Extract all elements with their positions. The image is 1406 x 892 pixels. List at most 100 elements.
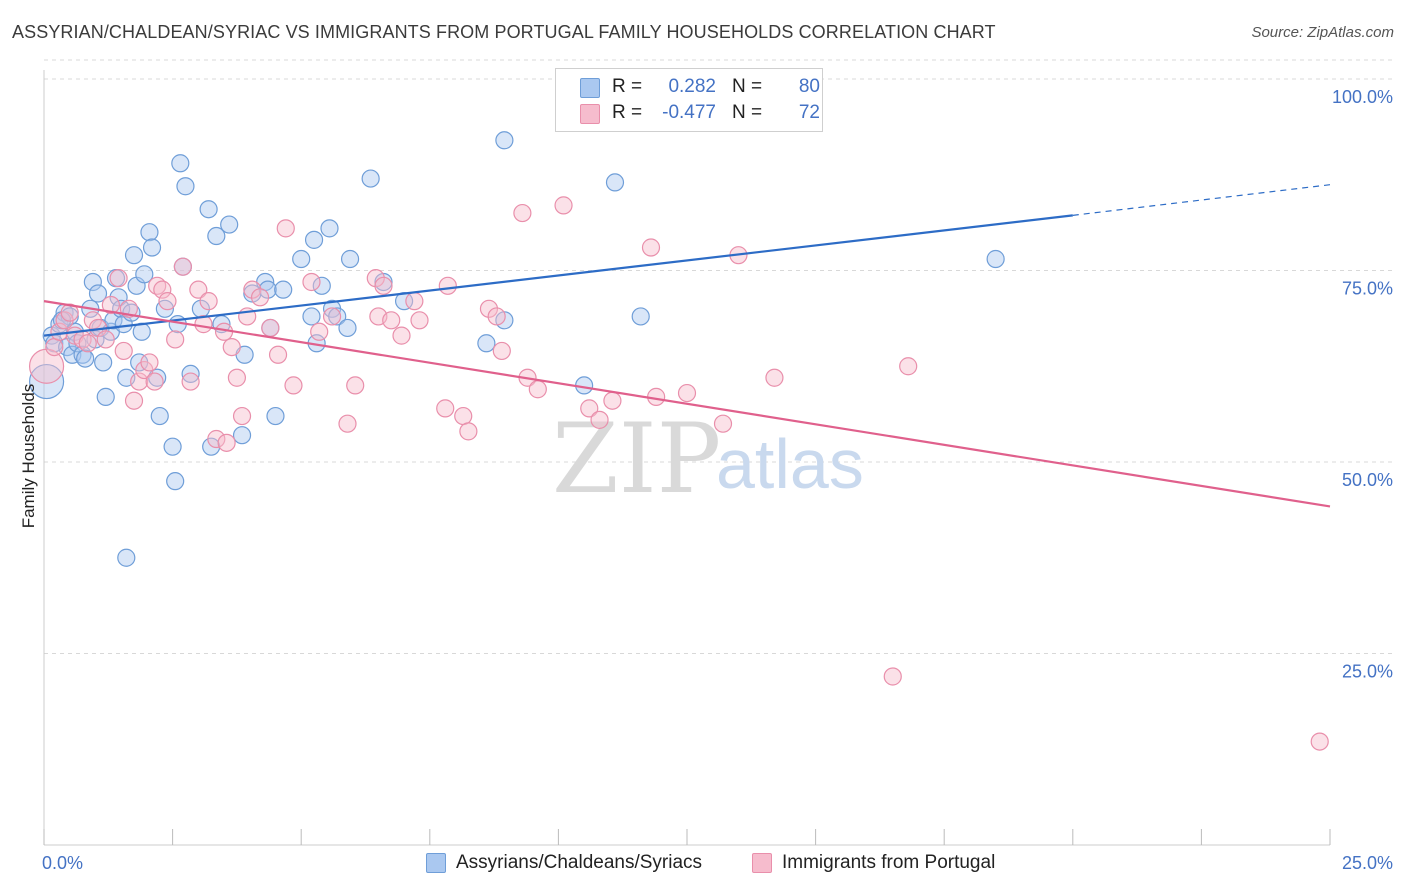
bottom-legend-label: Immigrants from Portugal bbox=[782, 852, 996, 873]
pink-point bbox=[114, 341, 133, 361]
pink-point bbox=[145, 372, 164, 391]
pink-point bbox=[580, 399, 599, 418]
pink-point bbox=[366, 269, 385, 288]
blue-point bbox=[220, 215, 239, 234]
watermark-zip: ZIP bbox=[552, 403, 721, 515]
y-tick-labels: 25.0% 50.0% 75.0% 100.0% bbox=[1332, 87, 1393, 682]
blue-point bbox=[338, 318, 357, 338]
pink-point bbox=[410, 311, 429, 330]
pink-point bbox=[603, 391, 622, 410]
pink-point bbox=[243, 280, 262, 299]
pink-point bbox=[302, 272, 321, 292]
blue-point bbox=[312, 276, 331, 295]
legend-r-value: 0.282 bbox=[668, 76, 716, 97]
legend-swatch-blue bbox=[580, 78, 600, 98]
pink-point bbox=[590, 410, 609, 429]
pink-point bbox=[140, 353, 159, 372]
pink-point bbox=[227, 368, 246, 387]
pink-point bbox=[554, 196, 573, 215]
trend-line-assyrians-extension bbox=[1072, 184, 1331, 216]
blue-point bbox=[361, 169, 380, 188]
bottom-legend-swatch-pink bbox=[752, 853, 772, 873]
pink-point bbox=[405, 292, 424, 311]
blue-point bbox=[266, 406, 285, 426]
pink-point bbox=[382, 311, 401, 330]
legend-n-label: N = bbox=[732, 76, 763, 97]
pink-point bbox=[322, 307, 342, 326]
legend-n-label: N = bbox=[732, 102, 763, 123]
blue-point bbox=[166, 472, 185, 491]
pink-point bbox=[1310, 732, 1329, 751]
trend-lines bbox=[43, 184, 1331, 508]
blue-point bbox=[605, 173, 625, 192]
blue-point bbox=[320, 219, 339, 238]
blue-point bbox=[140, 223, 159, 242]
blue-point bbox=[304, 230, 324, 249]
legend-n-value: 72 bbox=[798, 102, 820, 123]
blue-point bbox=[207, 226, 226, 246]
legend-swatch-pink bbox=[580, 104, 600, 124]
blue-point bbox=[302, 307, 321, 326]
pink-point bbox=[261, 318, 280, 338]
pink-point bbox=[268, 345, 288, 364]
pink-point bbox=[528, 380, 547, 399]
legend-r-value: -0.477 bbox=[662, 102, 716, 123]
pink-point bbox=[713, 414, 733, 433]
y-tick-label: 75.0% bbox=[1342, 279, 1393, 299]
pink-point bbox=[158, 292, 177, 311]
bottom-legend-label: Assyrians/Chaldeans/Syriacs bbox=[456, 852, 703, 873]
blue-point bbox=[274, 280, 293, 299]
pink-point bbox=[78, 334, 97, 353]
x-tick-label-min: 0.0% bbox=[42, 853, 83, 873]
source-label: Source: ZipAtlas.com bbox=[1251, 24, 1394, 41]
blue-point bbox=[163, 437, 182, 456]
y-tick-label: 50.0% bbox=[1342, 470, 1393, 490]
pink-point bbox=[284, 376, 303, 395]
blue-point bbox=[176, 177, 195, 196]
x-tick-label-max: 25.0% bbox=[1342, 853, 1393, 873]
blue-point bbox=[181, 364, 200, 384]
pink-point bbox=[677, 383, 697, 403]
blue-point bbox=[986, 249, 1005, 269]
pink-point bbox=[899, 357, 918, 376]
pink-point bbox=[189, 280, 208, 299]
pink-point bbox=[346, 376, 365, 395]
blue-point bbox=[88, 284, 108, 303]
pink-point bbox=[45, 338, 64, 357]
pink-point bbox=[199, 292, 218, 311]
pink-point bbox=[232, 406, 252, 426]
pink-point bbox=[124, 391, 144, 410]
blue-point bbox=[328, 307, 347, 326]
blue-point bbox=[124, 246, 144, 265]
pink-point bbox=[479, 299, 499, 318]
blue-point bbox=[477, 334, 496, 353]
blue-point bbox=[292, 249, 311, 269]
legend-r-label: R = bbox=[612, 76, 643, 97]
pink-point bbox=[513, 203, 532, 223]
pink-point bbox=[101, 295, 120, 315]
pink-point bbox=[310, 322, 329, 341]
pink-point bbox=[130, 372, 149, 391]
watermark-atlas: atlas bbox=[716, 425, 864, 503]
blue-point bbox=[117, 548, 136, 567]
bottom-legend-swatch-blue bbox=[426, 853, 446, 873]
pink-point bbox=[438, 276, 457, 295]
pink-point bbox=[392, 326, 411, 345]
blue-point bbox=[96, 387, 115, 406]
pink-point bbox=[181, 372, 200, 391]
blue-point bbox=[76, 349, 95, 368]
pink-point bbox=[109, 269, 128, 288]
blue-point bbox=[258, 280, 277, 299]
blue-point bbox=[495, 131, 514, 150]
pink-point bbox=[436, 399, 455, 418]
pink-point bbox=[459, 422, 478, 441]
pink-point bbox=[166, 330, 185, 349]
trend-line-portugal bbox=[43, 300, 1331, 508]
blue-point bbox=[232, 426, 252, 445]
blue-point bbox=[340, 249, 360, 269]
blue-point bbox=[199, 200, 218, 219]
blue-point bbox=[28, 363, 65, 400]
legend-r-label: R = bbox=[612, 102, 643, 123]
y-axis-label: Family Households bbox=[19, 384, 38, 529]
